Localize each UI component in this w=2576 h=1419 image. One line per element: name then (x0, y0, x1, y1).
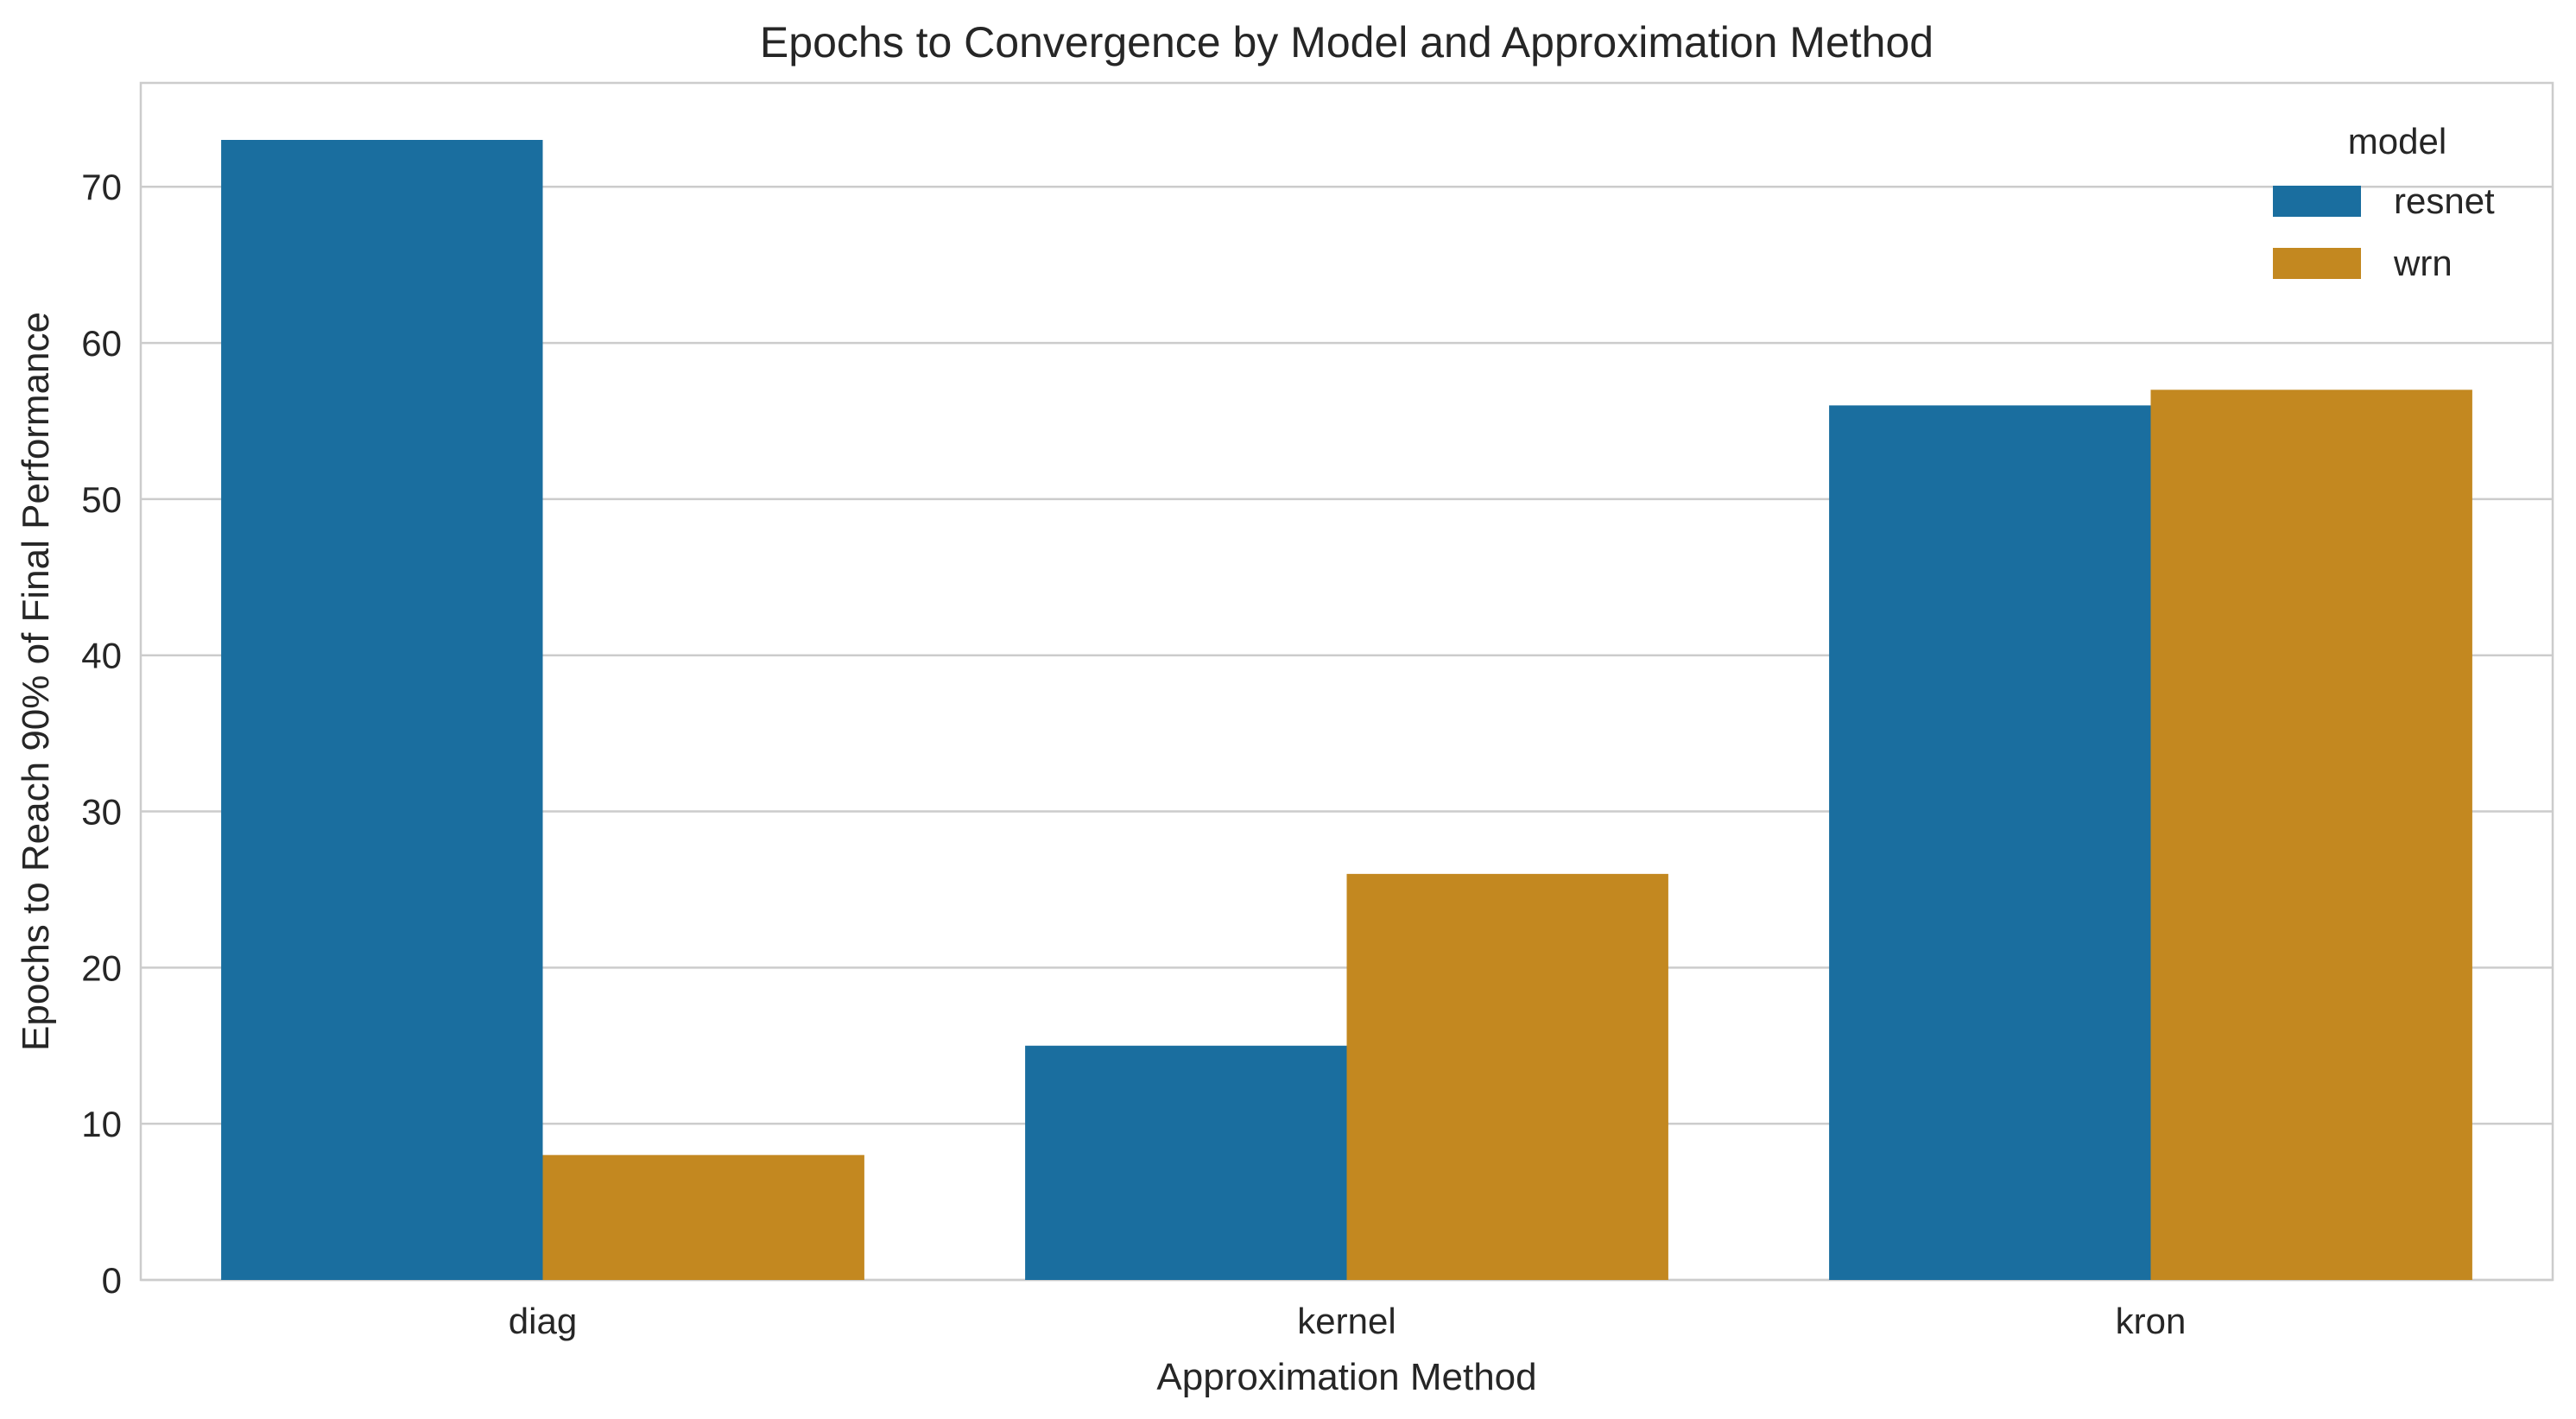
y-axis-label: Epochs to Reach 90% of Final Performance (15, 312, 57, 1051)
bar-wrn-diag (542, 1155, 864, 1280)
y-tick-label: 20 (81, 947, 122, 988)
y-tick-label: 70 (81, 167, 122, 207)
legend-swatch-resnet (2273, 186, 2361, 217)
legend-title: model (2348, 121, 2446, 162)
bars (221, 140, 2472, 1281)
bar-wrn-kron (2150, 390, 2472, 1280)
legend-label-resnet: resnet (2394, 181, 2495, 221)
y-tick-label: 0 (102, 1260, 122, 1301)
bar-resnet-kron (1829, 405, 2151, 1281)
legend-swatch-wrn (2273, 248, 2361, 279)
y-tick-label: 60 (81, 323, 122, 364)
y-tick-label: 30 (81, 792, 122, 833)
bar-resnet-kernel (1025, 1045, 1347, 1280)
y-tick-label: 10 (81, 1104, 122, 1144)
bar-resnet-diag (221, 140, 543, 1280)
x-axis-ticks: diag kernel kron (509, 1301, 2187, 1341)
y-tick-label: 40 (81, 636, 122, 676)
x-axis-label: Approximation Method (1156, 1356, 1536, 1398)
x-tick-label: kernel (1297, 1301, 1396, 1341)
legend-label-wrn: wrn (2393, 243, 2453, 283)
legend: model resnet wrn (2273, 121, 2495, 283)
x-tick-label: kron (2116, 1301, 2187, 1341)
y-tick-label: 50 (81, 479, 122, 520)
y-axis-ticks: 0 10 20 30 40 50 60 70 (81, 167, 122, 1301)
chart-title: Epochs to Convergence by Model and Appro… (760, 18, 1934, 67)
x-tick-label: diag (509, 1301, 577, 1341)
legend-items: resnet wrn (2273, 181, 2495, 283)
bar-wrn-kernel (1346, 873, 1668, 1280)
